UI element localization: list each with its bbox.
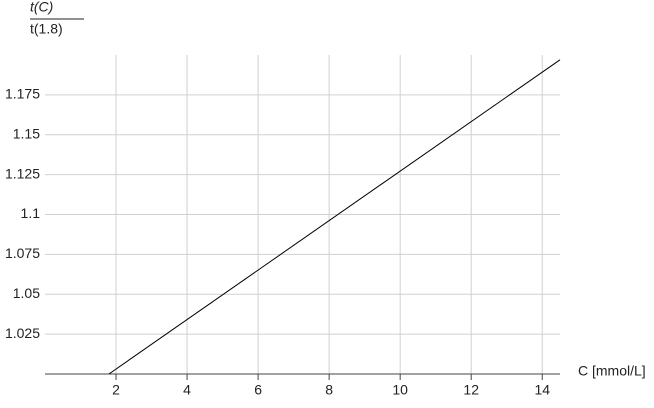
data-line (108, 59, 561, 375)
x-label: C [mmol/L] (578, 363, 646, 379)
y-label-numerator: t(C) (30, 0, 53, 15)
y-label-denominator: t(1.8) (30, 21, 63, 37)
x-tick-label: 12 (463, 382, 479, 398)
x-tick-label: 14 (534, 382, 550, 398)
y-tick-label: 1.1 (21, 205, 41, 221)
x-tick-label: 4 (183, 382, 191, 398)
y-tick-label: 1.175 (5, 86, 40, 102)
y-tick-label: 1.075 (5, 245, 40, 261)
y-tick-label: 1.125 (5, 165, 40, 181)
x-tick-label: 2 (112, 382, 120, 398)
y-tick-label: 1.025 (5, 325, 40, 341)
x-tick-label: 8 (325, 382, 333, 398)
y-tick-label: 1.05 (13, 285, 40, 301)
x-tick-label: 6 (254, 382, 262, 398)
y-tick-label: 1.15 (13, 125, 40, 141)
x-tick-label: 10 (392, 382, 408, 398)
